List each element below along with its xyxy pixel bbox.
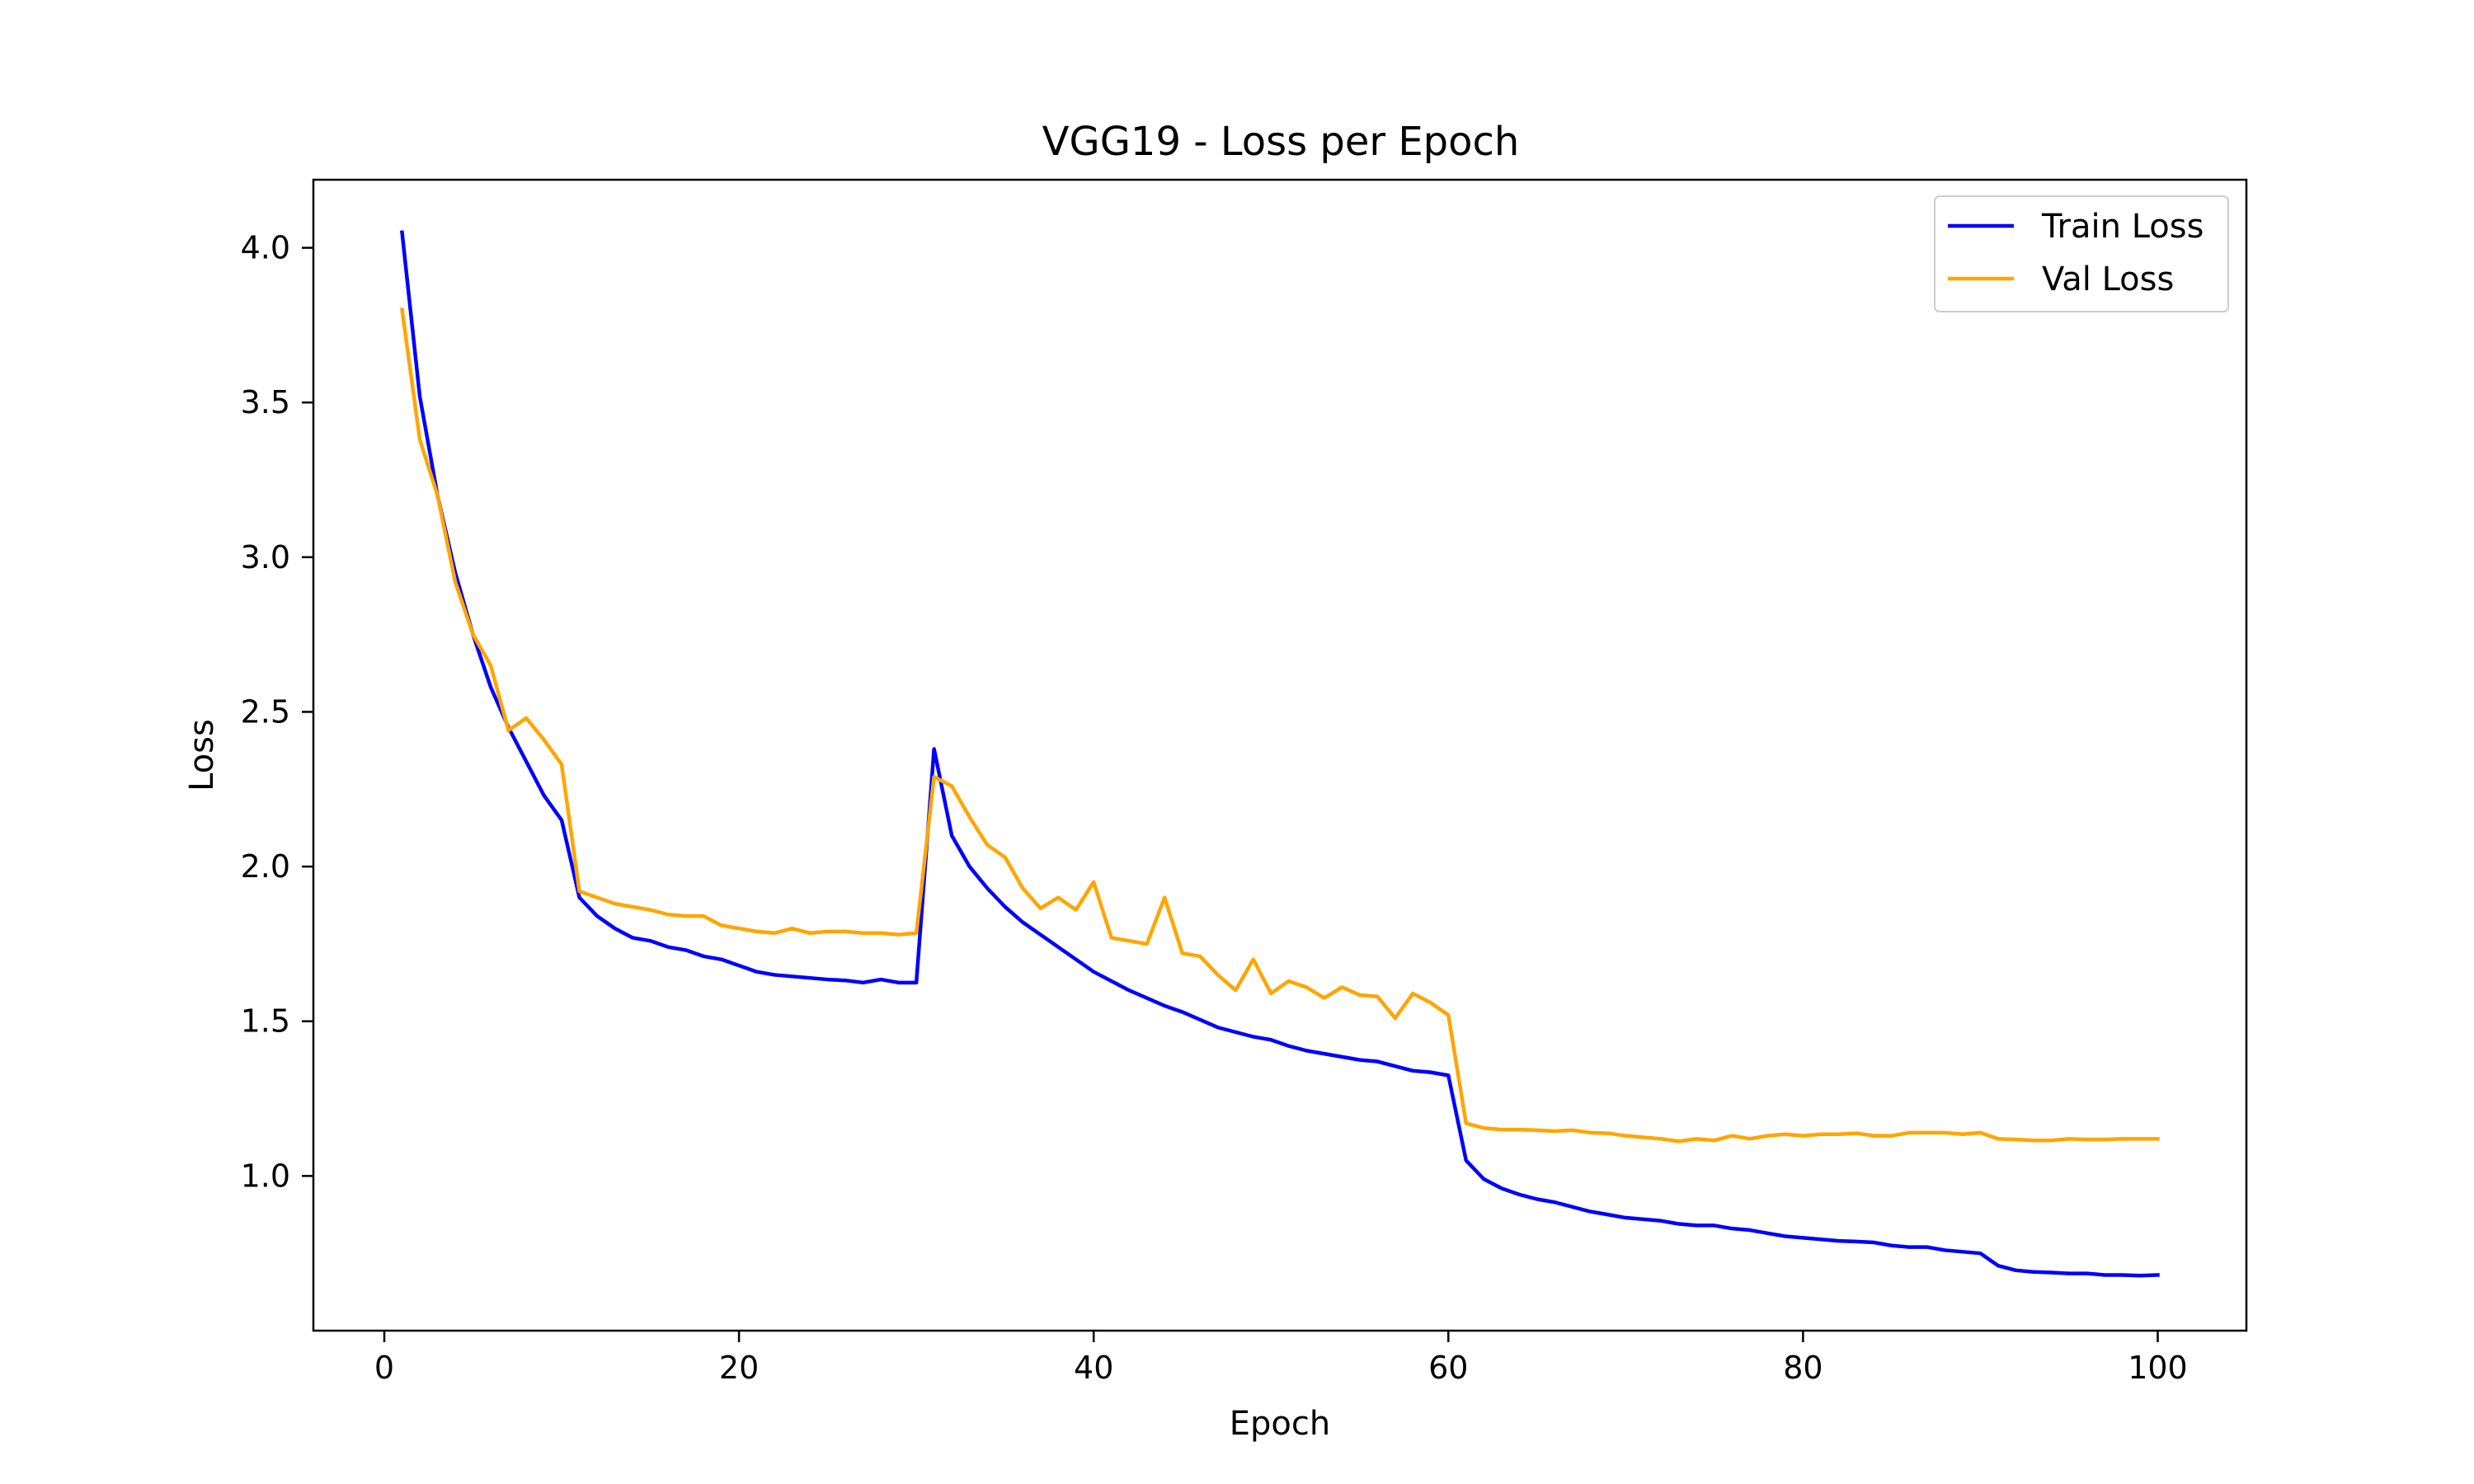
series-lines	[399, 230, 2160, 1278]
y-axis-ticks: 1.0 1.5 2.0 2.5 3.0 3.5 4.0	[241, 230, 313, 1194]
x-tick-label: 40	[1074, 1350, 1113, 1386]
series-line-val-loss	[399, 308, 2160, 1144]
legend: Train Loss Val Loss	[1934, 195, 2229, 312]
x-tick-label: 80	[1783, 1350, 1823, 1386]
series-line-train-loss	[400, 230, 2160, 1278]
y-tick-label: 1.0	[241, 1158, 290, 1194]
y-tick-label: 3.0	[241, 539, 290, 575]
y-tick-label: 2.0	[241, 848, 290, 885]
y-tick-label: 2.5	[241, 693, 290, 730]
chart-title: VGG19 - Loss per Epoch	[1042, 119, 1520, 165]
x-axis-ticks: 0 20 40 60 80 100	[374, 1331, 2188, 1386]
plot-frame	[312, 178, 2248, 1332]
y-tick-label: 3.5	[241, 384, 290, 420]
plot-area: 0 20 40 60 80 100 1.0 1.5 2.0 2.5 3.0 3.5 4.0	[241, 178, 2248, 1386]
legend-label-train-loss: Train Loss	[2041, 208, 2204, 246]
x-tick-label: 100	[2128, 1350, 2188, 1386]
x-tick-label: 60	[1428, 1350, 1468, 1386]
y-tick-label: 4.0	[241, 230, 290, 266]
y-axis-title: Loss	[183, 719, 221, 791]
x-tick-label: 0	[374, 1350, 394, 1386]
x-axis-title: Epoch	[1230, 1405, 1330, 1443]
legend-label-val-loss: Val Loss	[2042, 261, 2174, 298]
x-tick-label: 20	[719, 1350, 759, 1386]
y-tick-label: 1.5	[241, 1003, 290, 1040]
